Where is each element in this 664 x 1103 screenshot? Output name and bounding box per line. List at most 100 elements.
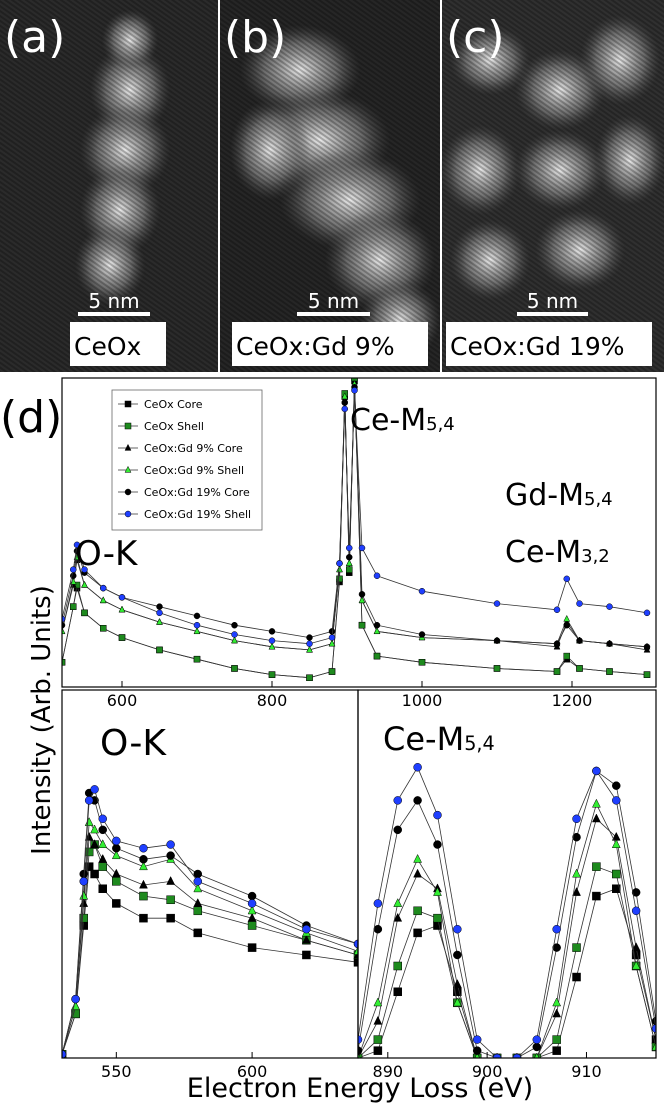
data-point <box>139 879 148 889</box>
annotation: Ce-M5,4 <box>350 403 455 438</box>
data-point <box>90 839 99 849</box>
data-point <box>301 934 311 944</box>
panel-label: (c) <box>446 12 505 63</box>
data-point <box>336 575 343 583</box>
data-point <box>90 824 99 834</box>
data-point <box>268 671 276 678</box>
data-point <box>111 868 121 878</box>
data-point <box>631 888 641 897</box>
data-point <box>373 652 381 660</box>
data-point <box>393 825 402 835</box>
legend-label: CeOx:Gd 19% Shell <box>144 508 251 521</box>
data-point <box>643 609 651 617</box>
data-point <box>572 887 581 896</box>
data-point <box>62 627 66 635</box>
data-point <box>346 553 353 561</box>
data-point <box>358 591 366 598</box>
data-point <box>552 1035 561 1044</box>
data-point <box>328 668 336 675</box>
data-point <box>393 912 403 922</box>
legend-label: CeOx:Gd 9% Shell <box>144 464 244 477</box>
data-point <box>373 1015 383 1025</box>
data-point <box>302 924 311 934</box>
data-point <box>353 958 358 967</box>
data-point <box>373 1046 383 1055</box>
data-point <box>247 943 257 952</box>
data-point <box>306 674 313 681</box>
data-point <box>472 1046 482 1055</box>
data-point <box>592 766 601 776</box>
legend-label: CeOx:Gd 19% Core <box>144 486 250 499</box>
data-point <box>139 855 148 864</box>
data-point <box>193 877 203 886</box>
data-point <box>111 850 121 860</box>
data-point <box>358 1035 363 1044</box>
data-point <box>433 840 442 849</box>
data-point <box>572 972 581 982</box>
legend-marker <box>124 465 132 473</box>
data-point <box>553 606 561 613</box>
data-point <box>553 640 561 647</box>
data-point <box>268 637 276 644</box>
data-point <box>612 796 621 805</box>
data-point <box>302 950 311 960</box>
data-point <box>306 634 313 641</box>
data-point <box>193 898 203 907</box>
y-axis-label: Intensity (Arb. Units) <box>27 585 57 855</box>
series-line <box>358 770 656 1058</box>
data-point <box>62 1050 67 1058</box>
data-point <box>358 1046 363 1055</box>
annotation-sub: 3,2 <box>581 546 610 567</box>
annotation-sub: 5,4 <box>426 414 455 435</box>
data-point <box>336 560 343 567</box>
data-point <box>572 814 581 824</box>
x-tick-label: 890 <box>373 1062 404 1081</box>
data-point <box>373 1035 383 1044</box>
data-point <box>341 405 348 413</box>
data-point <box>552 924 561 934</box>
annotation-sub: 5,4 <box>464 732 495 755</box>
data-point <box>552 1008 562 1018</box>
data-point <box>247 921 257 930</box>
data-point <box>433 887 442 896</box>
data-point <box>358 621 366 629</box>
data-point <box>98 825 107 835</box>
data-point <box>112 843 121 853</box>
x-tick-label: 900 <box>472 1062 503 1081</box>
plot-area <box>358 763 656 1058</box>
data-point <box>346 566 353 573</box>
data-point <box>373 627 381 635</box>
data-point <box>231 631 238 638</box>
material-label-box <box>232 322 428 366</box>
data-point <box>572 943 581 952</box>
data-point <box>651 1041 656 1051</box>
series-line <box>358 766 656 1058</box>
micrograph-c <box>440 0 664 372</box>
data-point <box>73 541 81 549</box>
x-tick-label: 550 <box>101 1062 132 1081</box>
data-point <box>156 609 163 617</box>
plot-background <box>0 372 664 1103</box>
annotation-text: Ce-M <box>505 535 581 570</box>
data-point <box>247 905 257 915</box>
data-point <box>534 1052 540 1058</box>
data-point <box>552 997 562 1007</box>
x-tick-label: 1000 <box>402 691 443 710</box>
axes-frame <box>357 689 657 1059</box>
data-point <box>563 621 570 629</box>
data-point <box>433 913 442 923</box>
data-point <box>611 839 621 849</box>
data-point <box>231 665 238 672</box>
data-point <box>393 987 402 997</box>
annotation-text: Ce-M <box>350 403 426 438</box>
data-point <box>139 843 148 853</box>
annotation: Ce-M5,4 <box>383 720 495 758</box>
material-label: CeOx:Gd 9% <box>236 332 395 361</box>
micrograph-a <box>0 0 218 372</box>
data-point <box>373 924 383 934</box>
data-point <box>493 637 501 644</box>
annotation-text: Ce-M <box>383 720 464 758</box>
data-point <box>166 851 175 860</box>
data-point <box>413 868 423 878</box>
data-point <box>166 876 176 885</box>
